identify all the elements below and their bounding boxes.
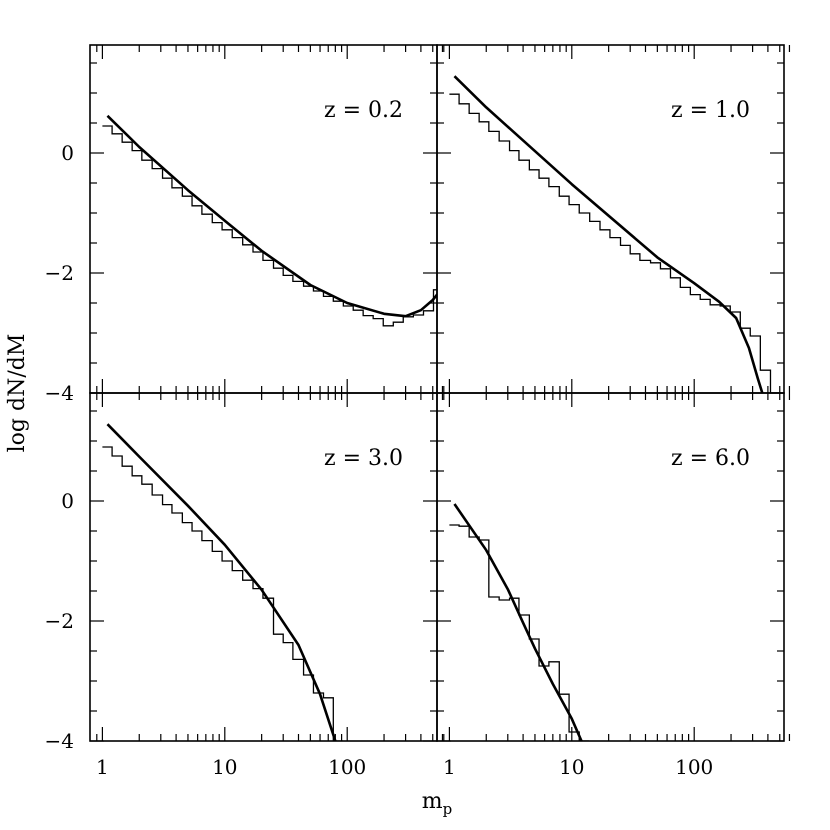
panels: 0 −2 −4 z = 0.2 z = 1.0 0 −2 −4 1 10 100 z = 3.0 1 10… — [45, 44, 791, 779]
panel-4: 1 10 100 z = 6.0 — [436, 392, 791, 779]
panel-data — [102, 423, 343, 741]
panel-data — [449, 75, 781, 393]
model-curve — [106, 423, 337, 741]
panel-title: z = 0.2 — [324, 98, 403, 123]
panel-data — [102, 114, 437, 327]
x-tick-label: 10 — [212, 755, 237, 779]
y-tick-label: −2 — [45, 261, 74, 285]
model-curve — [453, 75, 764, 393]
x-tick-label: 100 — [675, 755, 713, 779]
x-tick-label: 10 — [559, 755, 584, 779]
histogram-series — [449, 524, 589, 741]
panel-title: z = 6.0 — [671, 446, 750, 471]
y-tick-label: −4 — [45, 729, 74, 753]
panel-2: z = 1.0 — [436, 44, 791, 394]
model-curve — [106, 114, 437, 318]
y-tick-label: 0 — [61, 489, 74, 513]
histogram-series — [449, 93, 781, 393]
y-tick-label: 0 — [61, 141, 74, 165]
model-curve — [453, 503, 583, 741]
y-axis-label: log dN/dM — [5, 334, 30, 453]
x-axis-label: mp — [422, 789, 452, 818]
panel-frame — [436, 392, 785, 742]
x-tick-label: 100 — [328, 755, 366, 779]
x-axis-label-main: m — [422, 789, 443, 814]
panel-title: z = 3.0 — [324, 446, 403, 471]
y-tick-label: −4 — [45, 381, 74, 405]
panel-3: 0 −2 −4 1 10 100 z = 3.0 — [45, 392, 444, 779]
y-tick-label: −2 — [45, 609, 74, 633]
x-tick-label: 1 — [443, 755, 456, 779]
panel-title: z = 1.0 — [671, 98, 750, 123]
x-tick-label: 1 — [96, 755, 109, 779]
panel-data — [449, 503, 589, 741]
histogram-series — [102, 446, 343, 741]
panel-1: 0 −2 −4 z = 0.2 — [45, 44, 444, 405]
x-axis-label-subscript: p — [443, 800, 453, 818]
histogram-series — [102, 125, 437, 327]
